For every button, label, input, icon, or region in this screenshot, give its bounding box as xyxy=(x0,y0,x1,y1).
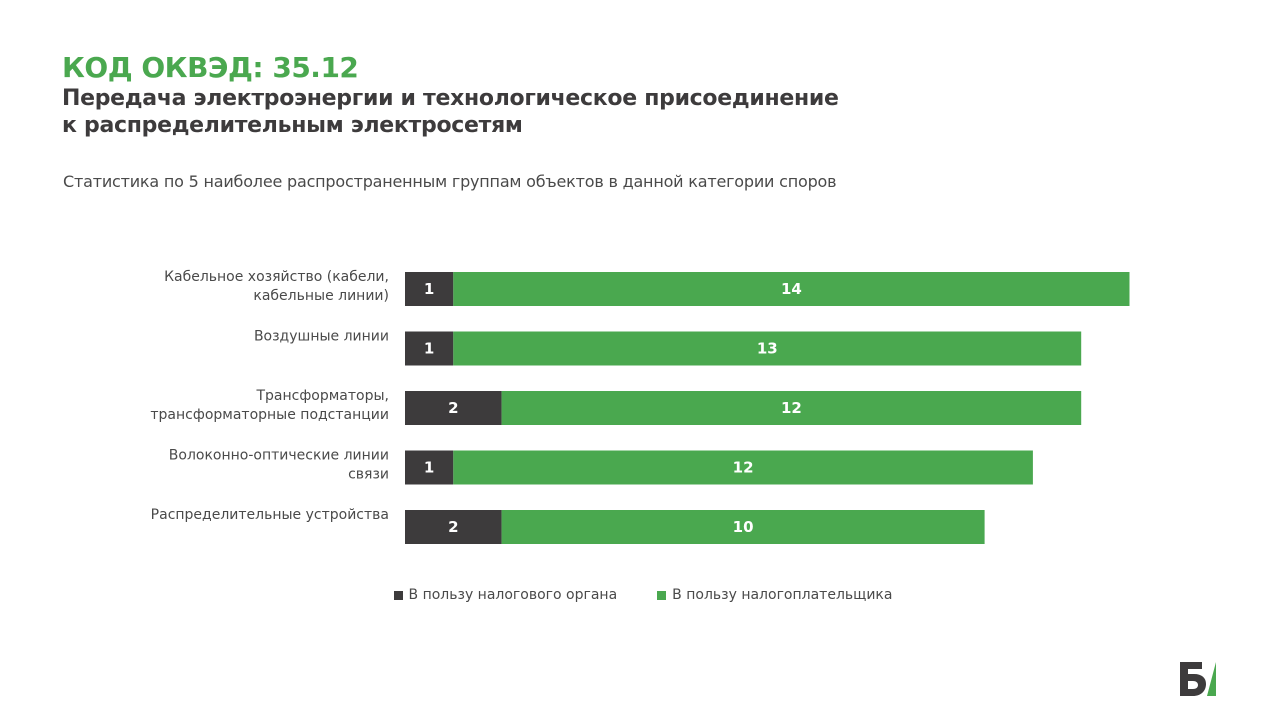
data-label: 1 xyxy=(424,459,434,477)
bar-taxpayer xyxy=(453,331,1082,366)
page-subtitle: Передача электроэнергии и технологическо… xyxy=(62,85,1062,139)
category-label: Трансформаторы, трансформаторные подстанц… xyxy=(150,388,389,423)
bar-taxpayer xyxy=(453,272,1130,306)
bar-taxpayer xyxy=(501,510,985,544)
data-label: 12 xyxy=(733,459,754,477)
page-subtitle-line-1: Передача электроэнергии и технологическо… xyxy=(62,86,839,111)
page-subtitle-line-2: к распределительным электросетям xyxy=(62,113,523,138)
category-label: Волоконно-оптические линии связи xyxy=(169,448,389,483)
chart-description: Статистика по 5 наиболее распространенны… xyxy=(63,172,837,191)
category-label: Распределительные устройства xyxy=(151,507,389,523)
data-label: 10 xyxy=(733,518,754,536)
data-label: 12 xyxy=(781,399,802,417)
bar-tax-authority xyxy=(405,450,454,485)
legend-swatch-taxpayer xyxy=(657,590,667,600)
data-label: 1 xyxy=(424,280,434,298)
page-title: КОД ОКВЭД: 35.12 xyxy=(62,51,359,84)
legend-label-taxpayer: В пользу налогоплательщика xyxy=(672,587,893,603)
bar-tax-authority xyxy=(405,510,502,544)
legend-label-tax-authority: В пользу налогового органа xyxy=(408,587,618,603)
logo-dark-shape xyxy=(1180,662,1206,696)
bar-tax-authority xyxy=(405,272,454,306)
category-label: Воздушные линии xyxy=(254,329,389,345)
data-label: 13 xyxy=(757,340,778,358)
legend-item-tax-authority: В пользу налогового органа xyxy=(393,587,618,603)
logo-green-shape xyxy=(1207,662,1216,696)
data-label: 14 xyxy=(781,280,802,298)
category-label: Кабельное хозяйство (кабели, кабельные ли… xyxy=(164,269,389,304)
bar-tax-authority xyxy=(405,331,454,366)
legend-item-taxpayer: В пользу налогоплательщика xyxy=(657,587,892,603)
brand-logo xyxy=(1180,662,1216,696)
bar-taxpayer xyxy=(453,450,1033,485)
data-label: 2 xyxy=(448,399,458,417)
bar-taxpayer xyxy=(501,391,1082,425)
data-label: 1 xyxy=(424,340,434,358)
legend-swatch-tax-authority xyxy=(393,590,403,600)
chart-legend: В пользу налогового органа В пользу нало… xyxy=(0,587,1278,603)
bar-tax-authority xyxy=(405,391,502,425)
data-label: 2 xyxy=(448,518,458,536)
